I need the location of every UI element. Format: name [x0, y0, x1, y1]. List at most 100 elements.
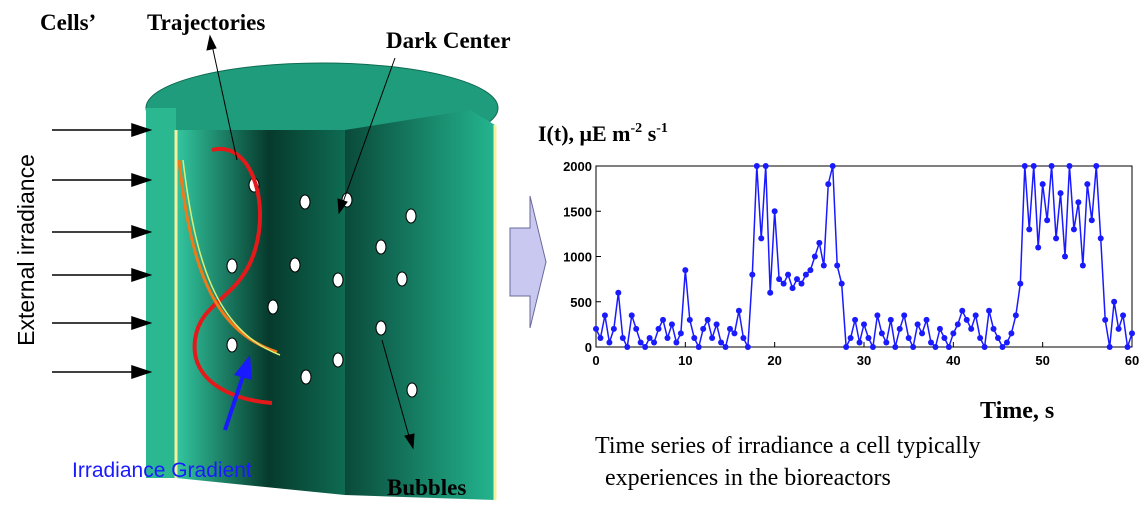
data-point: [624, 344, 631, 350]
data-point: [780, 280, 787, 287]
data-point: [932, 344, 939, 350]
x-tick-label: 60: [1125, 353, 1139, 368]
data-point: [740, 334, 747, 341]
label: Irradiance Gradient: [72, 459, 252, 482]
data-point: [1062, 253, 1068, 260]
data-point: [1021, 163, 1028, 169]
data-point: [610, 325, 617, 332]
x-tick-label: 0: [592, 353, 599, 368]
data-point: [838, 280, 845, 287]
data-point: [811, 253, 818, 260]
data-point: [673, 339, 680, 346]
chart: 0 500 1000 1500 2000 0 10 20 30 40 50 60: [563, 159, 1139, 368]
data-point: [700, 325, 707, 332]
data-point: [1070, 226, 1077, 233]
data-point: [744, 344, 751, 350]
data-point: [887, 316, 894, 323]
data-point: [892, 344, 899, 350]
bioreactor: [145, 62, 499, 500]
data-point: [963, 316, 970, 323]
data-point: [776, 276, 783, 283]
data-point: [829, 163, 836, 169]
data-point: [1115, 325, 1122, 332]
data-point: [959, 307, 966, 314]
data-point: [1106, 344, 1113, 350]
data-point: [950, 330, 957, 337]
data-point: [646, 334, 653, 341]
data-point: [981, 344, 988, 350]
data-point: [990, 325, 997, 332]
data-point: [869, 344, 876, 350]
data-point: [718, 339, 725, 346]
data-point: [615, 289, 622, 296]
data-point: [1093, 163, 1100, 169]
x-tick-label: 50: [1035, 353, 1049, 368]
data-point: [1084, 181, 1091, 188]
data-point: [1120, 312, 1127, 319]
pointer-arrows: [206, 34, 415, 450]
x-tick-label: 30: [857, 353, 871, 368]
data-point: [861, 321, 867, 328]
data-point: [794, 276, 800, 283]
data-point: [945, 344, 952, 350]
data-point: [695, 344, 702, 350]
data-point: [1097, 235, 1104, 242]
x-tick-label: 40: [946, 353, 960, 368]
data-point: [905, 334, 912, 341]
data-point: [919, 330, 926, 337]
caption: Time series of irradiance a cell typical…: [595, 433, 981, 459]
data-point: [762, 163, 769, 169]
data-point: [874, 312, 881, 319]
data-point: [753, 163, 760, 169]
data-point: [852, 316, 859, 323]
data-point: [682, 267, 689, 274]
gradient-arrowhead: [234, 355, 252, 380]
data-point: [865, 334, 872, 341]
data-point: [1088, 217, 1095, 224]
label: Trajectories: [147, 10, 265, 35]
data-point: [1035, 244, 1042, 251]
gradient-arrow: [223, 369, 247, 431]
data-point: [691, 334, 698, 341]
y-axis-label: I(t), μE m-2 s-1: [538, 121, 668, 146]
data-point: [771, 208, 778, 215]
data-point: [1102, 316, 1109, 323]
data-point: [1053, 235, 1060, 242]
label: Dark Center: [386, 28, 511, 53]
data-point: [1075, 199, 1082, 206]
data-point: [896, 325, 903, 332]
data-point: [1030, 163, 1037, 169]
data-point: [928, 339, 934, 346]
data-point: [642, 344, 649, 350]
data-point: [713, 321, 720, 328]
data-point: [914, 321, 921, 328]
data-point: [785, 271, 792, 278]
data-point: [1039, 181, 1046, 188]
data-point: [668, 321, 675, 328]
data-point: [1048, 163, 1055, 169]
data-point: [972, 312, 979, 319]
x-tick-label: 10: [678, 353, 692, 368]
data-point: [995, 334, 1001, 341]
data-point: [660, 316, 666, 323]
data-point: [901, 312, 908, 319]
y-tick-label: 500: [570, 295, 592, 310]
data-point: [807, 267, 814, 274]
data-point: [834, 262, 841, 269]
caption: experiences in the bioreactors: [605, 465, 891, 491]
label: External irradiance: [13, 154, 39, 346]
data-point: [802, 271, 809, 278]
data-point: [651, 339, 658, 346]
data-point: [1079, 262, 1086, 269]
data-point: [789, 285, 796, 292]
data-point: [597, 334, 604, 341]
data-point: [798, 280, 805, 287]
data-point: [1008, 330, 1015, 337]
data-point: [1026, 226, 1033, 233]
data-point: [664, 334, 671, 341]
data-point: [923, 316, 930, 323]
data-point: [941, 334, 948, 341]
data-point: [820, 262, 827, 269]
